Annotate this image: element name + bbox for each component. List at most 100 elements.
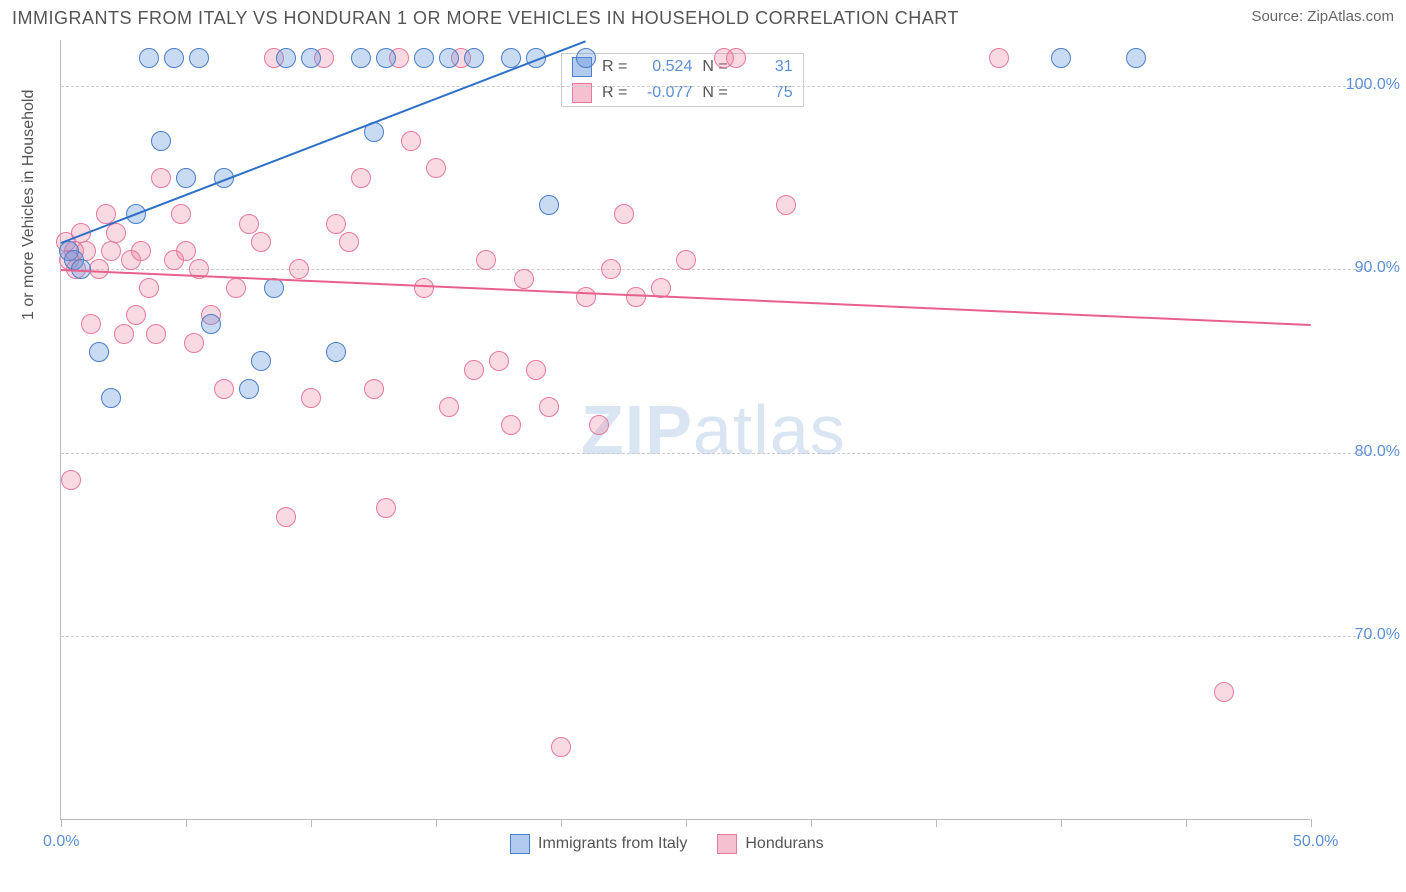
scatter-point-honduran	[276, 507, 296, 527]
scatter-point-honduran	[81, 314, 101, 334]
scatter-point-honduran	[439, 397, 459, 417]
x-tick	[61, 819, 62, 827]
bottom-legend: Immigrants from Italy Hondurans	[510, 834, 824, 854]
chart-area: 1 or more Vehicles in Household ZIPatlas…	[60, 40, 1310, 820]
scatter-point-honduran	[239, 214, 259, 234]
scatter-point-honduran	[214, 379, 234, 399]
scatter-point-italy	[376, 48, 396, 68]
x-tick-label: 50.0%	[1293, 833, 1338, 851]
legend-swatch-italy	[510, 834, 530, 854]
x-tick	[311, 819, 312, 827]
scatter-point-honduran	[601, 259, 621, 279]
scatter-point-honduran	[476, 250, 496, 270]
scatter-point-honduran	[576, 287, 596, 307]
scatter-point-italy	[176, 168, 196, 188]
scatter-point-italy	[1051, 48, 1071, 68]
scatter-point-honduran	[676, 250, 696, 270]
legend-label-italy: Immigrants from Italy	[538, 835, 687, 853]
scatter-point-honduran	[626, 287, 646, 307]
trendline-italy	[61, 40, 587, 244]
plot-region: ZIPatlas R = 0.524 N = 31 R = -0.077 N =…	[60, 40, 1310, 820]
scatter-point-italy	[439, 48, 459, 68]
scatter-point-italy	[251, 351, 271, 371]
legend-item-italy: Immigrants from Italy	[510, 834, 687, 854]
stat-r-label: R =	[602, 58, 627, 76]
scatter-point-italy	[326, 342, 346, 362]
legend-label-honduran: Hondurans	[745, 835, 823, 853]
stats-row-italy: R = 0.524 N = 31	[562, 54, 803, 80]
scatter-point-honduran	[401, 131, 421, 151]
scatter-point-italy	[201, 314, 221, 334]
scatter-point-honduran	[176, 241, 196, 261]
chart-title: IMMIGRANTS FROM ITALY VS HONDURAN 1 OR M…	[12, 8, 959, 29]
scatter-point-italy	[1126, 48, 1146, 68]
scatter-point-honduran	[364, 379, 384, 399]
y-axis-label: 1 or more Vehicles in Household	[20, 90, 38, 320]
scatter-point-honduran	[301, 388, 321, 408]
scatter-point-honduran	[489, 351, 509, 371]
scatter-point-honduran	[251, 232, 271, 252]
scatter-point-honduran	[61, 470, 81, 490]
scatter-point-honduran	[414, 278, 434, 298]
scatter-point-italy	[539, 195, 559, 215]
scatter-point-honduran	[614, 204, 634, 224]
scatter-point-italy	[164, 48, 184, 68]
x-tick	[686, 819, 687, 827]
x-tick	[811, 819, 812, 827]
x-tick	[1061, 819, 1062, 827]
stat-r-value: 0.524	[637, 58, 692, 76]
scatter-point-honduran	[514, 269, 534, 289]
watermark: ZIPatlas	[581, 390, 846, 470]
scatter-point-honduran	[226, 278, 246, 298]
x-tick	[436, 819, 437, 827]
scatter-point-honduran	[326, 214, 346, 234]
scatter-point-italy	[264, 278, 284, 298]
scatter-point-italy	[414, 48, 434, 68]
scatter-point-honduran	[376, 498, 396, 518]
scatter-point-honduran	[589, 415, 609, 435]
scatter-point-honduran	[539, 397, 559, 417]
scatter-point-italy	[301, 48, 321, 68]
x-tick	[1311, 819, 1312, 827]
gridline	[61, 86, 1371, 87]
scatter-point-italy	[351, 48, 371, 68]
scatter-point-honduran	[426, 158, 446, 178]
scatter-point-honduran	[339, 232, 359, 252]
chart-header: IMMIGRANTS FROM ITALY VS HONDURAN 1 OR M…	[12, 8, 1394, 29]
y-tick-label: 70.0%	[1320, 626, 1400, 644]
scatter-point-italy	[189, 48, 209, 68]
legend-item-honduran: Hondurans	[717, 834, 823, 854]
scatter-point-honduran	[131, 241, 151, 261]
scatter-point-italy	[576, 48, 596, 68]
scatter-point-italy	[464, 48, 484, 68]
scatter-point-honduran	[289, 259, 309, 279]
scatter-point-honduran	[146, 324, 166, 344]
scatter-point-honduran	[726, 48, 746, 68]
gridline	[61, 636, 1371, 637]
scatter-point-honduran	[1214, 682, 1234, 702]
scatter-point-italy	[239, 379, 259, 399]
scatter-point-honduran	[989, 48, 1009, 68]
scatter-point-honduran	[351, 168, 371, 188]
scatter-point-honduran	[101, 241, 121, 261]
scatter-point-honduran	[106, 223, 126, 243]
gridline	[61, 269, 1371, 270]
scatter-point-italy	[276, 48, 296, 68]
scatter-point-italy	[101, 388, 121, 408]
scatter-point-honduran	[464, 360, 484, 380]
scatter-point-honduran	[501, 415, 521, 435]
scatter-point-honduran	[126, 305, 146, 325]
scatter-point-honduran	[114, 324, 134, 344]
scatter-point-honduran	[171, 204, 191, 224]
scatter-point-honduran	[184, 333, 204, 353]
scatter-point-honduran	[551, 737, 571, 757]
x-tick	[936, 819, 937, 827]
stat-n-value: 31	[738, 58, 793, 76]
legend-swatch-honduran	[717, 834, 737, 854]
trendline-honduran	[61, 269, 1311, 326]
scatter-point-honduran	[526, 360, 546, 380]
scatter-point-honduran	[139, 278, 159, 298]
scatter-point-italy	[151, 131, 171, 151]
chart-source: Source: ZipAtlas.com	[1251, 8, 1394, 25]
y-tick-label: 90.0%	[1320, 259, 1400, 277]
